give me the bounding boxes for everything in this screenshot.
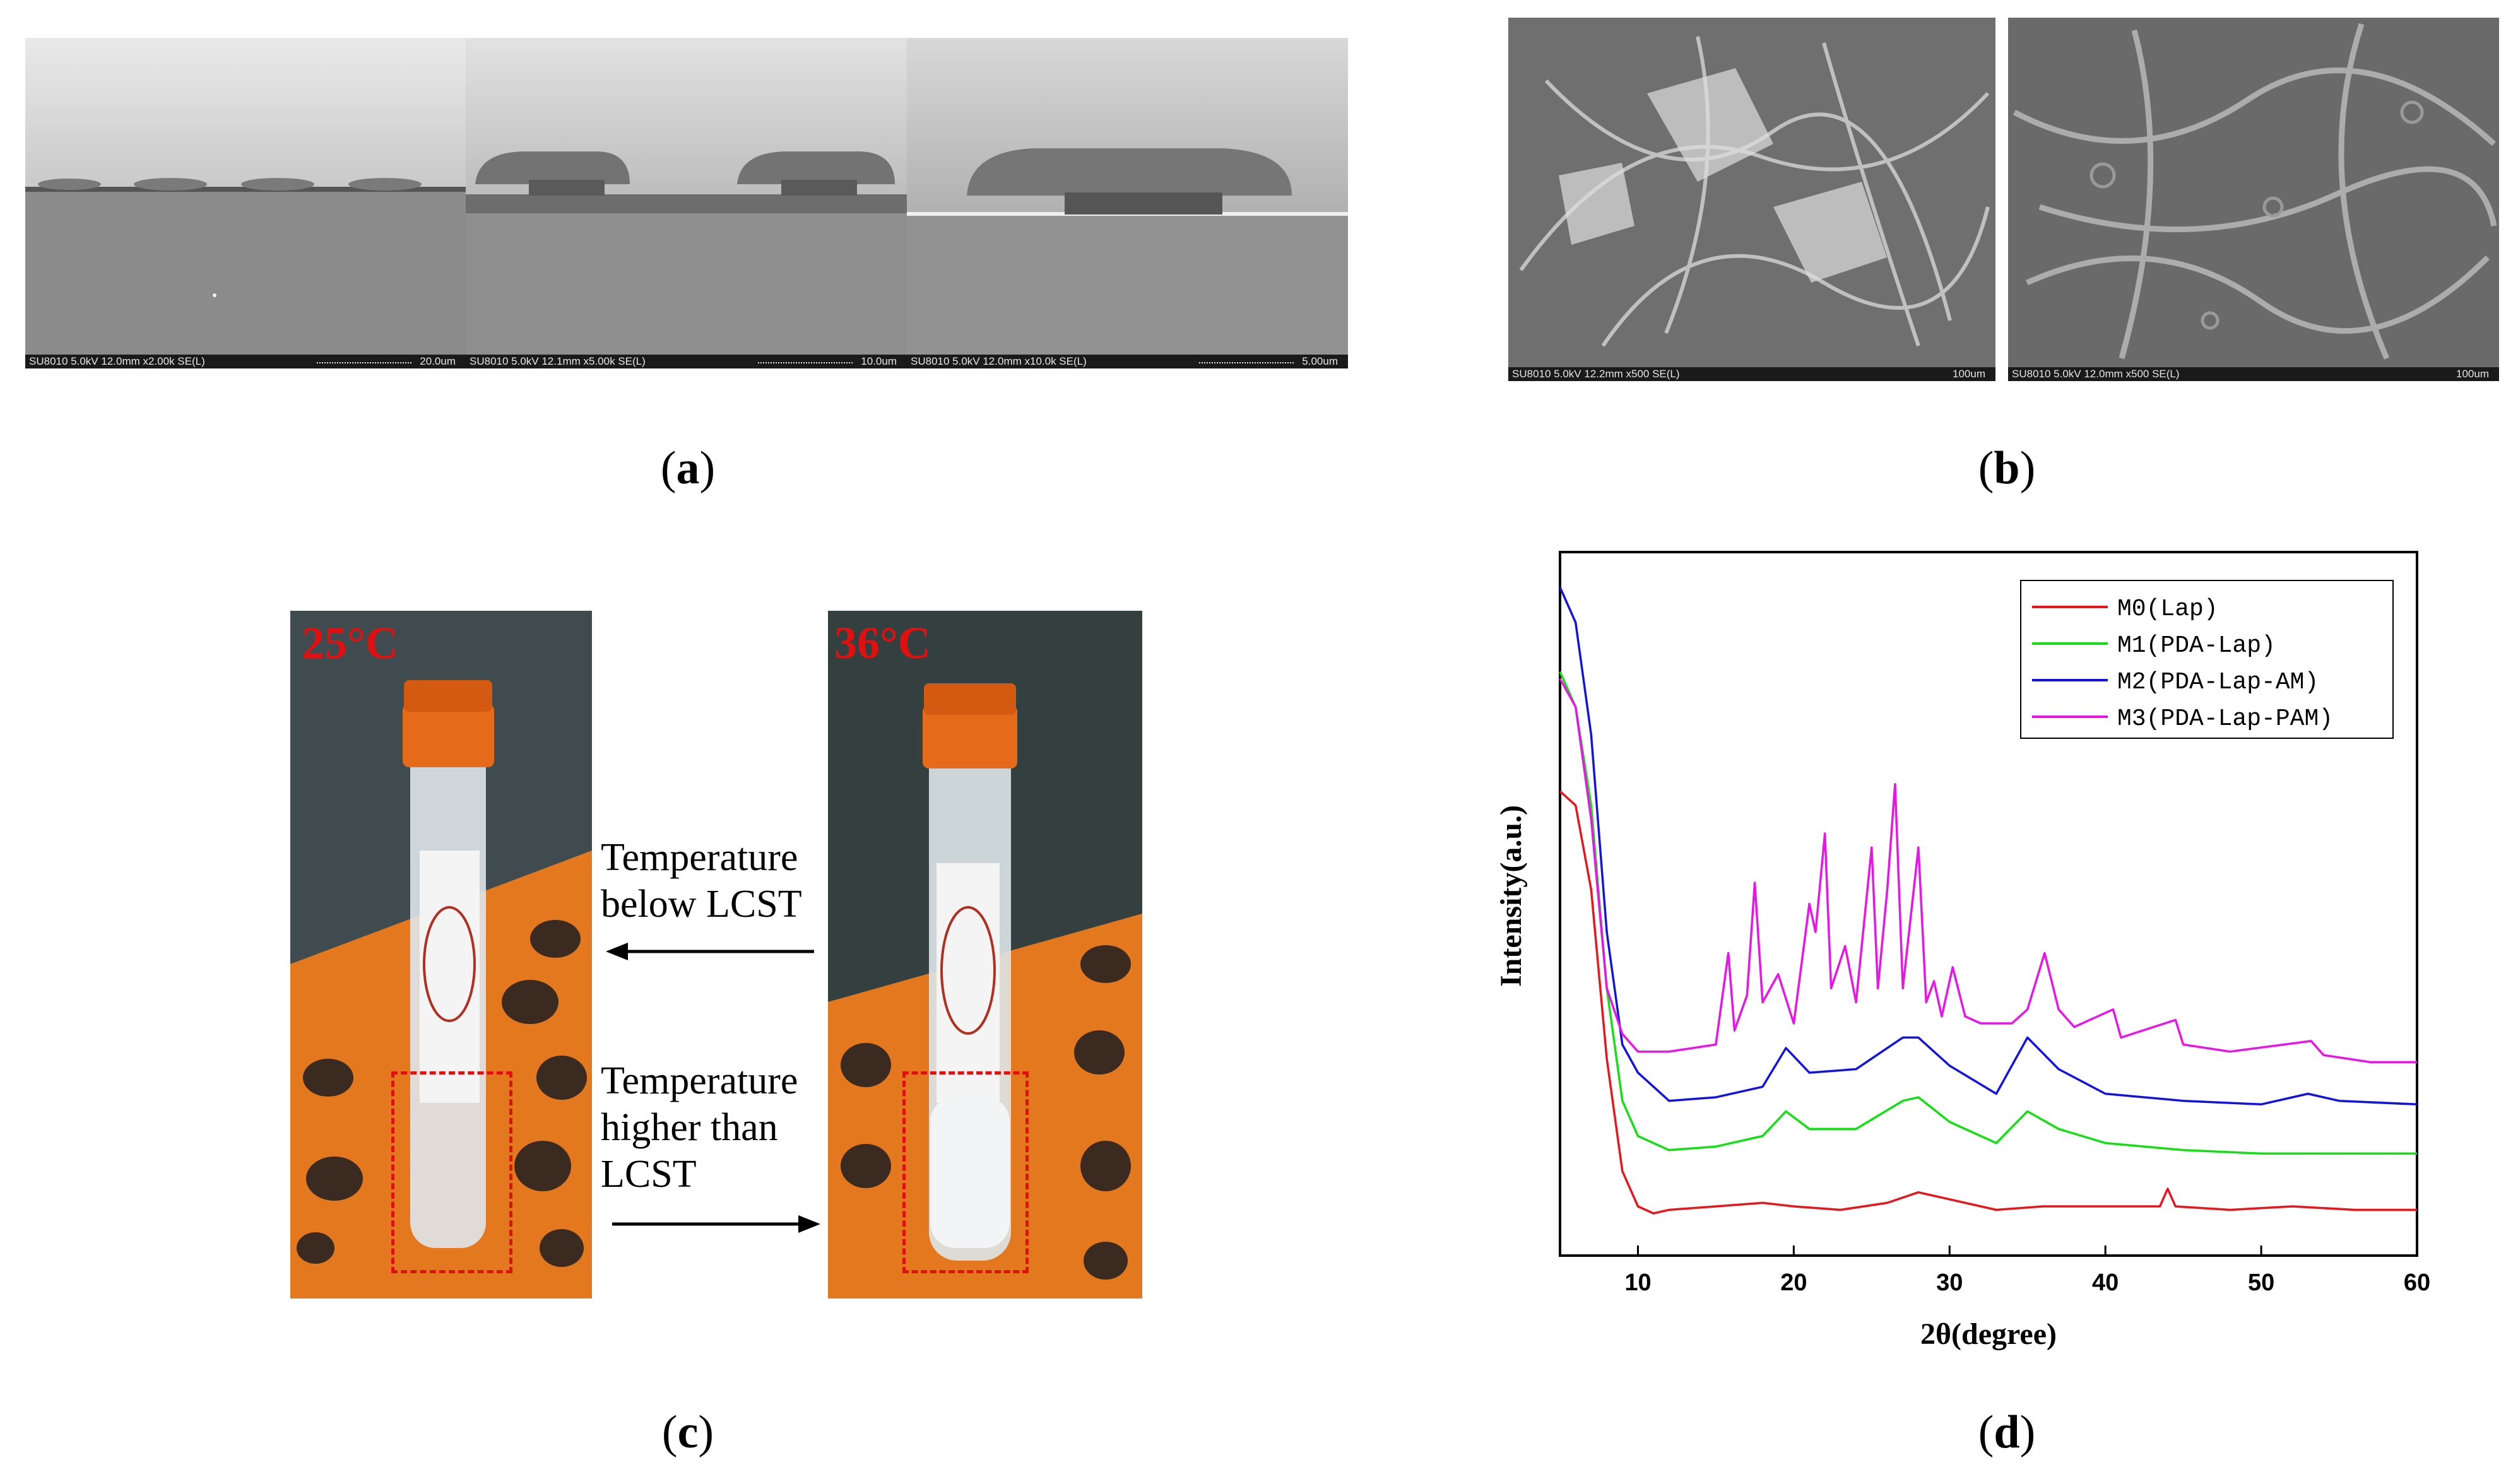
caption-a-letter: a <box>676 442 700 494</box>
arrow-right-icon <box>612 1215 820 1233</box>
caption-c: (c) <box>661 1406 714 1458</box>
temp-label-36c: 36°C <box>834 618 931 668</box>
sem-image-a2: SU8010 5.0kV 12.1mm x5.00k SE(L) 10.0um <box>466 38 907 368</box>
bottom-arrow-line1: Temperature <box>601 1059 798 1102</box>
x-tick-label-4: 50 <box>2248 1269 2274 1296</box>
photo-tube-25c: 25°C <box>290 611 592 1298</box>
sem-image-b2: SU8010 5.0kV 12.0mm x500 SE(L) 100um <box>2008 18 2499 381</box>
legend-label-3: M3(PDA-Lap-PAM) <box>2117 705 2333 733</box>
legend-items: M0(Lap) M1(PDA-Lap) M2(PDA-Lap-AM) M3(PDA-L… <box>2032 596 2333 733</box>
x-axis-label: 2θ(degree) <box>1920 1317 2057 1351</box>
sem-a1-picture <box>25 38 466 355</box>
sem-b1-info-bar: SU8010 5.0kV 12.2mm x500 SE(L) 100um <box>1508 367 1995 381</box>
x-tick-label-1: 20 <box>1780 1269 1807 1296</box>
legend-label-1: M1(PDA-Lap) <box>2117 632 2276 659</box>
sem-a3-picture <box>907 38 1348 355</box>
sem-b1-scale: 100um <box>1953 368 1985 380</box>
bottom-arrow-line2: higher than <box>601 1106 778 1149</box>
legend-label-2: M2(PDA-Lap-AM) <box>2117 669 2319 696</box>
temp-label-25c: 25°C <box>302 618 398 668</box>
sem-image-a1: SU8010 5.0kV 12.0mm x2.00k SE(L) 20.0um <box>25 38 466 368</box>
caption-d-letter: d <box>1994 1406 2020 1458</box>
panel-c-figure: 25°C Temperature below LCST Temperature … <box>290 611 1142 1298</box>
caption-b: (b) <box>1978 442 2036 494</box>
sem-a3-scale-ticks <box>1199 357 1294 363</box>
xrd-chart: 10 20 30 40 50 60 2θ(degree) Intensity(a.u.) … <box>1494 551 2430 1351</box>
sem-b1-info: SU8010 5.0kV 12.2mm x500 SE(L) <box>1512 368 1680 380</box>
sem-a1-info-bar: SU8010 5.0kV 12.0mm x2.00k SE(L) 20.0um <box>25 355 466 368</box>
sem-a1-scale: 20.0um <box>420 355 456 367</box>
x-tick-label-0: 10 <box>1624 1269 1651 1296</box>
x-tick-label-5: 60 <box>2404 1269 2430 1296</box>
top-arrow-line2: below LCST <box>601 883 802 926</box>
sem-b2-picture <box>2008 18 2499 367</box>
series-line-0 <box>1559 790 2417 1215</box>
sem-a2-scale-ticks <box>758 357 853 363</box>
arrow-left-icon <box>606 943 814 960</box>
sem-a2-info: SU8010 5.0kV 12.1mm x5.00k SE(L) <box>470 355 646 367</box>
photo-tube-36c: 36°C <box>828 611 1142 1298</box>
series-layer <box>1559 587 2418 1215</box>
sem-a3-info: SU8010 5.0kV 12.0mm x10.0k SE(L) <box>911 355 1087 367</box>
sem-a2-picture <box>466 38 907 355</box>
top-arrow-line1: Temperature <box>601 836 798 879</box>
tick-layer: 10 20 30 40 50 60 <box>1624 1246 2430 1296</box>
sem-b2-scale: 100um <box>2456 368 2489 380</box>
sem-image-b1: SU8010 5.0kV 12.2mm x500 SE(L) 100um <box>1508 18 1995 381</box>
highlight-box-right <box>902 1071 1029 1273</box>
sem-a3-info-bar: SU8010 5.0kV 12.0mm x10.0k SE(L) 5.00um <box>907 355 1348 368</box>
x-tick-label-2: 30 <box>1936 1269 1963 1296</box>
caption-d: (d) <box>1978 1406 2036 1458</box>
x-tick-label-3: 40 <box>2092 1269 2119 1296</box>
legend-label-0: M0(Lap) <box>2117 596 2218 623</box>
sem-a2-scale: 10.0um <box>861 355 897 367</box>
sem-a2-info-bar: SU8010 5.0kV 12.1mm x5.00k SE(L) 10.0um <box>466 355 907 368</box>
y-axis-label: Intensity(a.u.) <box>1494 805 1528 987</box>
sem-a3-scale: 5.00um <box>1302 355 1338 367</box>
bottom-arrow-line3: LCST <box>601 1153 697 1196</box>
sem-b2-info-bar: SU8010 5.0kV 12.0mm x500 SE(L) 100um <box>2008 367 2499 381</box>
photo-tube-25c-picture <box>290 611 592 1298</box>
highlight-box-left <box>391 1071 512 1273</box>
caption-b-letter: b <box>1994 442 2020 494</box>
series-line-1 <box>1559 671 2417 1155</box>
sem-image-a3: SU8010 5.0kV 12.0mm x10.0k SE(L) 5.00um <box>907 38 1348 368</box>
photo-tube-36c-picture <box>828 611 1142 1298</box>
sem-a1-info: SU8010 5.0kV 12.0mm x2.00k SE(L) <box>29 355 205 367</box>
bottom-arrow-text: Temperature higher than LCST <box>601 1057 853 1198</box>
sem-b2-info: SU8010 5.0kV 12.0mm x500 SE(L) <box>2012 368 2180 380</box>
caption-a: (a) <box>660 442 716 494</box>
series-line-3 <box>1559 678 2417 1064</box>
top-arrow-text: Temperature below LCST <box>601 834 853 928</box>
legend: M0(Lap) M1(PDA-Lap) M2(PDA-Lap-AM) M3(PDA-L… <box>2020 580 2394 739</box>
sem-b1-picture <box>1508 18 1995 367</box>
panel-a-figure: SU8010 5.0kV 12.0mm x2.00k SE(L) 20.0um … <box>25 38 1348 368</box>
sem-a1-scale-ticks <box>317 357 411 363</box>
panel-b-figure: SU8010 5.0kV 12.2mm x500 SE(L) 100um SU8… <box>1508 18 2499 381</box>
caption-c-letter: c <box>677 1406 699 1458</box>
